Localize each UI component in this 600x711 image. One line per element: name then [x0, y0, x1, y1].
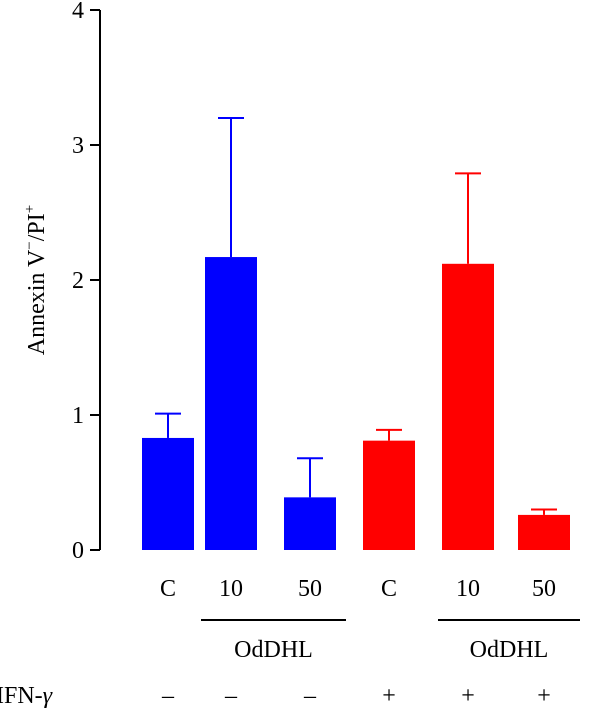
- x-tick-label: 10: [456, 576, 480, 602]
- ifn-gamma-sign: +: [382, 683, 396, 709]
- error-bars: [155, 117, 557, 515]
- x-tick-label: C: [160, 576, 176, 602]
- y-tick-label: 3: [72, 133, 84, 159]
- ifn-gamma-sign: –: [224, 683, 238, 709]
- ifn-gamma-sign: –: [303, 683, 317, 709]
- bar: [518, 514, 570, 550]
- y-axis-label: Annexin V−/PI+: [22, 205, 50, 356]
- y-axis: 0 1 2 3 4: [72, 0, 101, 564]
- bar: [363, 440, 415, 550]
- y-tick-label: 0: [72, 538, 84, 564]
- bar: [205, 257, 257, 550]
- bar: [284, 497, 336, 550]
- group-label: OdDHL: [470, 637, 549, 663]
- y-tick-label: 1: [72, 403, 84, 429]
- ifn-gamma-sign: +: [461, 683, 475, 709]
- ifn-gamma-row: IFN-γ – – – + + +: [0, 683, 551, 709]
- group-label: OdDHL: [234, 637, 313, 663]
- x-tick-label: 50: [532, 576, 556, 602]
- x-tick-label: 50: [298, 576, 322, 602]
- y-tick-label: 2: [72, 268, 84, 294]
- ifn-gamma-sign: –: [161, 683, 175, 709]
- bar: [442, 263, 494, 550]
- x-tick-label: C: [381, 576, 397, 602]
- ifn-gamma-label: IFN-γ: [0, 683, 53, 709]
- bar: [142, 437, 194, 550]
- x-tick-label: 10: [219, 576, 243, 602]
- group-brackets: OdDHL OdDHL: [201, 619, 580, 663]
- ifn-gamma-sign: +: [537, 683, 551, 709]
- bars: [142, 257, 570, 550]
- y-tick-label: 4: [72, 0, 84, 24]
- x-tick-labels: C 10 50 C 10 50: [160, 576, 556, 602]
